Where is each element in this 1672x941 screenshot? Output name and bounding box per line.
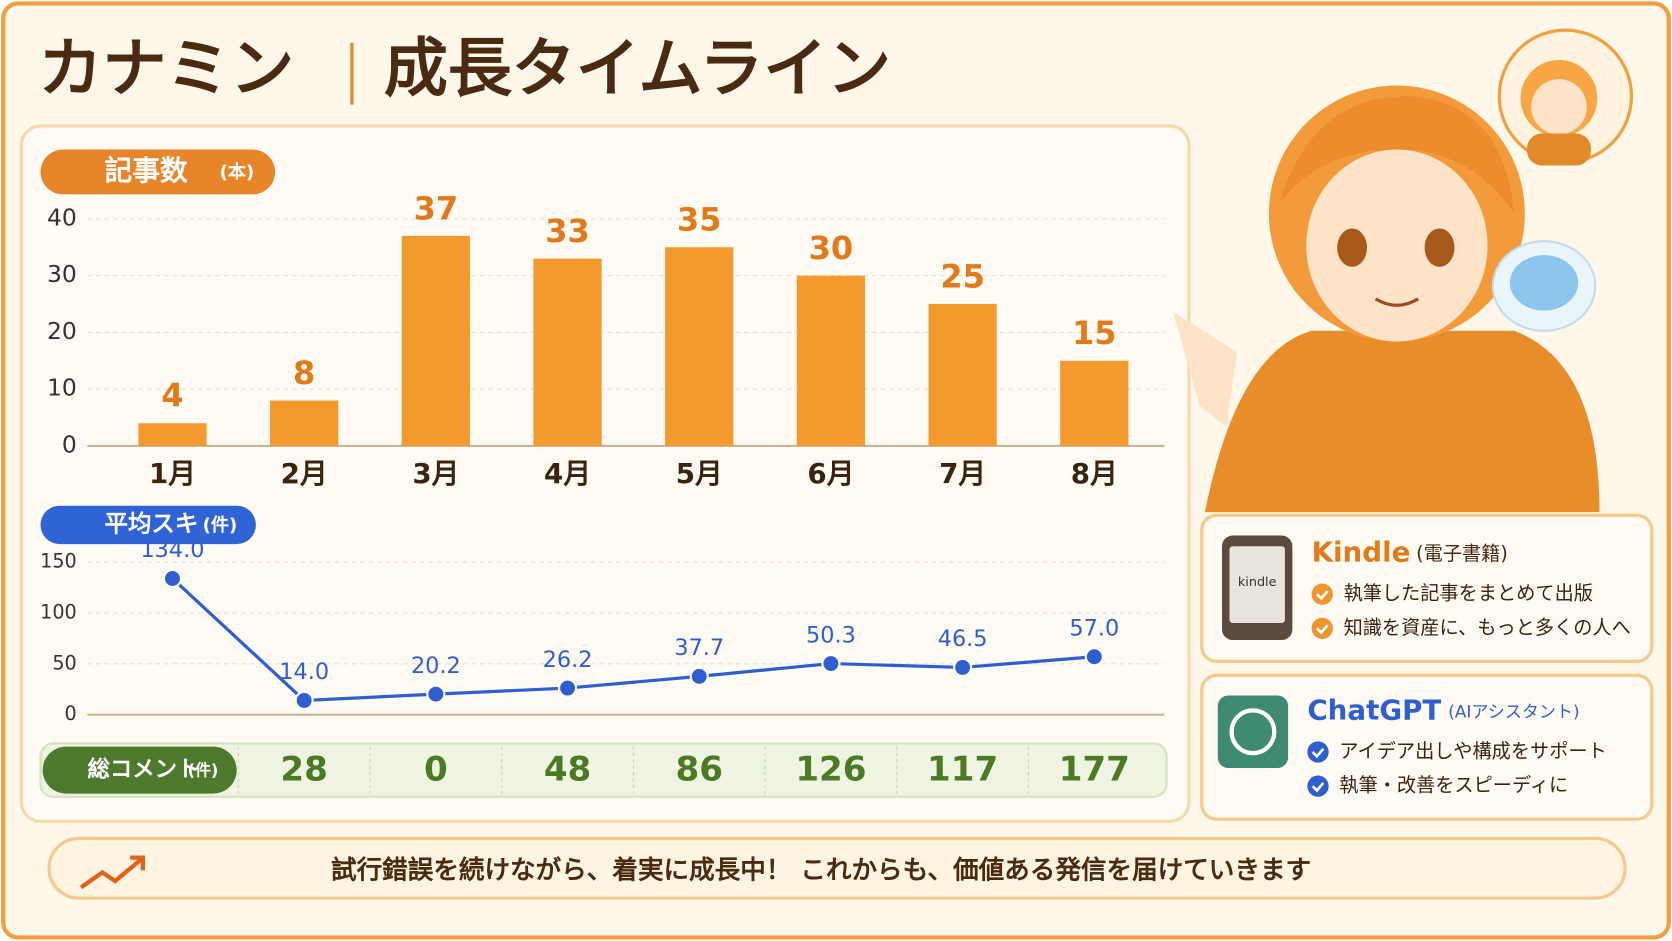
illustration xyxy=(1172,28,1634,513)
y-tick-label: 30 xyxy=(47,260,77,288)
y-tick-label: 50 xyxy=(52,651,76,674)
comment-count: 117 xyxy=(927,750,998,790)
line-point xyxy=(557,678,578,698)
kindle-icon-label: kindle xyxy=(1238,575,1277,590)
bar xyxy=(270,400,339,446)
chatgpt-icon-mark xyxy=(1229,708,1277,756)
panel-item: アイデア出しや構成をサポート xyxy=(1339,740,1606,763)
chart-title: 平均スキ xyxy=(105,509,199,537)
chatgpt-icon xyxy=(1217,695,1289,769)
y-tick-label: 100 xyxy=(40,601,77,624)
point-value-label: 20.2 xyxy=(411,653,461,679)
comments-unit: (件) xyxy=(188,761,219,780)
footer-text: 試行錯誤を続けながら、着実に成長中！ これからも、価値ある発信を届けていきます xyxy=(331,854,1311,885)
panel-subtitle: (電子書籍) xyxy=(1416,542,1508,565)
point-value-label: 14.0 xyxy=(279,659,329,685)
bar xyxy=(928,304,997,446)
x-tick-label: 4月 xyxy=(544,457,591,490)
line-point xyxy=(426,684,446,704)
bar-value-label: 33 xyxy=(545,212,590,250)
panel-item: 執筆・改善をスピーディに xyxy=(1339,774,1568,797)
bar xyxy=(138,423,207,446)
point-value-label: 46.5 xyxy=(938,626,988,652)
line xyxy=(171,577,1095,703)
footer-pill xyxy=(47,836,1627,900)
bar xyxy=(533,258,602,446)
chart-label-pill xyxy=(40,149,276,195)
title: カナミン xyxy=(38,32,294,106)
comment-count: 126 xyxy=(795,750,866,790)
point-value-label: 50.3 xyxy=(806,622,856,648)
panel-item: 執筆した記事をまとめて出版 xyxy=(1344,582,1593,605)
point-value-label: 37.7 xyxy=(674,635,724,661)
trend-icon xyxy=(79,855,146,890)
panel-item: 知識を資産に、もっと多くの人へ xyxy=(1344,616,1631,639)
comment-count: 0 xyxy=(424,750,448,790)
subtitle: 成長タイムライン xyxy=(384,32,891,106)
check-icon xyxy=(1311,583,1333,605)
line-point xyxy=(162,568,183,589)
line-point xyxy=(953,657,973,678)
bar xyxy=(796,275,866,446)
point-value-label: 26.2 xyxy=(543,647,593,673)
bar-value-label: 37 xyxy=(414,189,459,227)
panel-title: Kindle xyxy=(1312,536,1411,569)
main-panel xyxy=(19,124,1191,823)
comments-row xyxy=(39,742,1168,798)
comment-count: 86 xyxy=(676,750,723,790)
check-icon xyxy=(1307,741,1329,763)
x-tick-label: 1月 xyxy=(149,457,196,490)
y-tick-label: 0 xyxy=(62,430,77,458)
comments-label-pill xyxy=(42,746,237,794)
check-mark xyxy=(1315,624,1329,635)
y-tick-label: 150 xyxy=(40,550,77,573)
comments-label: 総コメント xyxy=(87,756,199,783)
y-tick-label: 20 xyxy=(47,317,77,345)
bar-value-label: 25 xyxy=(940,257,985,295)
kindle-screen xyxy=(1229,546,1285,623)
bar xyxy=(1060,360,1129,446)
bar-value-label: 30 xyxy=(809,229,854,267)
y-tick-label: 40 xyxy=(47,203,77,231)
comment-count: 177 xyxy=(1059,750,1130,790)
panel-title: ChatGPT xyxy=(1307,693,1441,726)
check-mark xyxy=(1311,747,1325,759)
point-value-label: 57.0 xyxy=(1069,616,1119,642)
x-tick-label: 2月 xyxy=(281,457,328,490)
check-icon xyxy=(1311,617,1333,639)
line-point xyxy=(821,653,841,674)
y-tick-label: 0 xyxy=(65,702,77,725)
check-mark xyxy=(1315,590,1329,601)
bar-value-label: 4 xyxy=(161,377,183,415)
check-icon xyxy=(1307,775,1329,797)
comment-count: 48 xyxy=(544,750,591,790)
line-point xyxy=(294,690,314,711)
line-point xyxy=(1084,647,1104,667)
panel-subtitle: (AIアシスタント) xyxy=(1448,703,1580,723)
check-mark xyxy=(1311,782,1325,793)
chart-label-pill xyxy=(40,505,256,545)
comment-count: 28 xyxy=(280,750,327,790)
x-tick-label: 3月 xyxy=(412,457,459,490)
x-tick-label: 7月 xyxy=(939,457,986,490)
chart-unit: (件) xyxy=(203,514,238,536)
chart-unit: (本) xyxy=(220,161,255,183)
x-tick-label: 8月 xyxy=(1071,457,1118,490)
x-tick-label: 5月 xyxy=(676,457,723,490)
bar-value-label: 15 xyxy=(1072,314,1117,352)
line-point xyxy=(689,666,709,686)
bar-value-label: 8 xyxy=(293,354,315,392)
chart-title: 記事数 xyxy=(105,154,188,187)
y-tick-label: 10 xyxy=(47,374,77,402)
point-value-label: 134.0 xyxy=(140,537,204,563)
bar xyxy=(401,235,470,446)
bar xyxy=(665,247,734,446)
x-tick-label: 6月 xyxy=(807,457,854,490)
bar-value-label: 35 xyxy=(677,201,721,239)
